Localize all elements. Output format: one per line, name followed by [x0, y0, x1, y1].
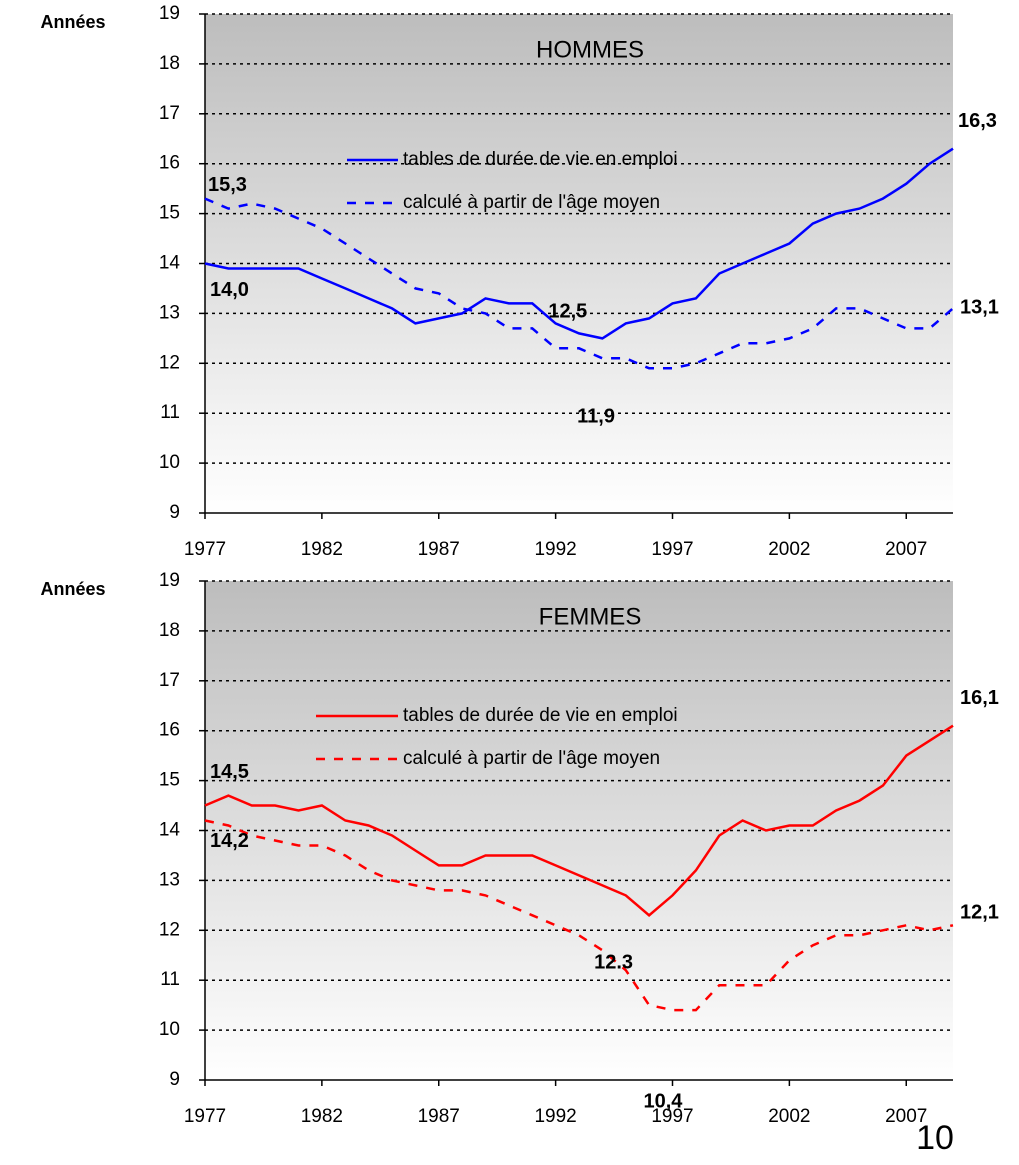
x-tick-label: 1977	[184, 1106, 226, 1127]
y-tick-label: 19	[159, 3, 180, 24]
legend-label: calculé à partir de l'âge moyen	[403, 748, 660, 769]
y-tick-label: 11	[160, 402, 180, 423]
y-tick-label: 17	[159, 103, 180, 124]
line-series	[204, 147, 954, 340]
annotation: 14,5	[210, 761, 249, 783]
x-tick-label: 1992	[534, 539, 576, 560]
annotation: 14,2	[210, 830, 249, 852]
x-tick-label: 2002	[768, 1106, 810, 1127]
x-tick-label: 1987	[418, 539, 460, 560]
x-tick-label: 1987	[418, 1106, 460, 1127]
y-tick-label: 16	[159, 720, 180, 741]
annotation: 11,9	[577, 406, 615, 428]
y-tick-label: 11	[160, 969, 180, 990]
y-tick-label: 13	[159, 869, 180, 890]
annotation: 10,4	[644, 1090, 684, 1112]
x-tick-label: 1977	[184, 539, 226, 560]
x-tick-label: 2002	[768, 539, 810, 560]
x-tick-label: 2007	[885, 1106, 927, 1127]
annotation: 15,3	[208, 174, 247, 196]
x-tick-label: 1992	[534, 1106, 576, 1127]
y-tick-label: 18	[159, 53, 180, 74]
y-tick-label: 14	[159, 253, 181, 274]
annotation: 14,0	[210, 279, 249, 301]
line-series	[204, 819, 954, 1012]
y-tick-label: 9	[169, 1069, 180, 1090]
y-tick-label: 12	[159, 919, 180, 940]
chart-title: HOMMES	[536, 36, 644, 63]
annotation: 13,1	[960, 297, 999, 319]
y-tick-label: 18	[159, 620, 180, 641]
x-tick-label: 1997	[651, 1106, 693, 1127]
chart-title: FEMMES	[539, 603, 642, 630]
legend-label: tables de durée de vie en emploi	[403, 149, 678, 170]
y-tick-label: 19	[159, 570, 180, 591]
x-tick-label: 1982	[301, 1106, 343, 1127]
annotation: 16,3	[958, 110, 997, 132]
y-axis-label: Années	[40, 579, 105, 599]
legend-label: tables de durée de vie en emploi	[403, 705, 678, 726]
y-tick-label: 15	[159, 203, 180, 224]
y-tick-label: 10	[159, 1019, 180, 1040]
legend-label: calculé à partir de l'âge moyen	[403, 192, 660, 213]
annotation: 12.3	[594, 952, 633, 974]
x-tick-label: 2007	[885, 539, 927, 560]
annotation: 12,1	[960, 902, 999, 924]
y-tick-label: 13	[159, 302, 180, 323]
y-tick-label: 16	[159, 153, 180, 174]
x-tick-label: 1982	[301, 539, 343, 560]
page-number: 10	[916, 1119, 954, 1157]
y-tick-label: 12	[159, 352, 180, 373]
y-tick-label: 14	[159, 820, 181, 841]
y-tick-label: 9	[169, 502, 180, 523]
y-tick-label: 17	[159, 670, 180, 691]
annotation: 12,5	[548, 301, 587, 323]
x-tick-label: 1997	[651, 539, 693, 560]
line-series	[204, 724, 954, 917]
line-series	[204, 197, 954, 370]
y-tick-label: 10	[159, 452, 180, 473]
y-axis-label: Années	[40, 12, 105, 32]
annotation: 16,1	[960, 687, 999, 709]
y-tick-label: 15	[159, 770, 180, 791]
